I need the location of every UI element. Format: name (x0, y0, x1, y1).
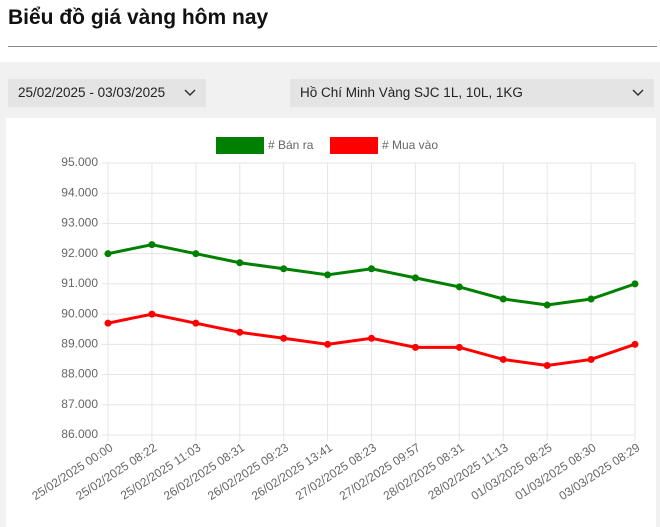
y-tick-label: 89.000 (61, 337, 98, 351)
point (192, 250, 200, 258)
divider (8, 46, 657, 47)
date-range: 25/02/2025 - 03/03/2025 (18, 85, 166, 100)
point (280, 334, 288, 342)
point (148, 310, 156, 318)
legend-swatch (330, 137, 378, 154)
y-tick-label: 95.000 (61, 155, 98, 169)
point (280, 265, 288, 273)
product: Hồ Chí Minh Vàng SJC 1L, 10L, 1KG (300, 85, 523, 100)
chevron (184, 89, 196, 97)
page-title: Biểu đồ giá vàng hôm nay (8, 6, 269, 29)
y-tick-label: 93.000 (61, 216, 98, 230)
y-tick-label: 90.000 (61, 306, 98, 320)
point (455, 343, 463, 351)
y-tick-label: 86.000 (61, 427, 98, 441)
x-tick-label: 03/03/2025 08:29 (556, 440, 642, 503)
point (104, 250, 112, 258)
point (368, 334, 375, 342)
point (411, 274, 419, 282)
y-tick-label: 91.000 (61, 276, 98, 290)
point (631, 340, 639, 348)
point (499, 295, 507, 303)
point (368, 265, 375, 273)
point (411, 343, 419, 351)
point (587, 355, 595, 363)
product-select[interactable]: Hồ Chí Minh Vàng SJC 1L, 10L, 1KG (290, 79, 654, 107)
point (236, 259, 244, 267)
point (324, 271, 332, 279)
point (148, 241, 156, 249)
point (236, 328, 244, 336)
point (587, 295, 595, 303)
y-tick-label: 92.000 (61, 246, 98, 260)
point (631, 280, 639, 288)
date-picker[interactable]: 25/02/2025 - 03/03/2025 (8, 79, 206, 107)
legend-label: # Mua vào (382, 138, 438, 152)
y-tick-label: 94.000 (61, 185, 98, 199)
point (499, 355, 507, 363)
point (192, 319, 200, 327)
y-tick-label: 88.000 (61, 367, 98, 381)
legend-swatch (216, 137, 264, 154)
legend-label: # Bán ra (268, 138, 314, 152)
point (455, 283, 463, 291)
point (543, 301, 551, 309)
point (324, 340, 332, 348)
chevron (632, 89, 644, 97)
y-tick-label: 87.000 (61, 397, 98, 411)
point (104, 319, 112, 327)
point (543, 361, 551, 369)
